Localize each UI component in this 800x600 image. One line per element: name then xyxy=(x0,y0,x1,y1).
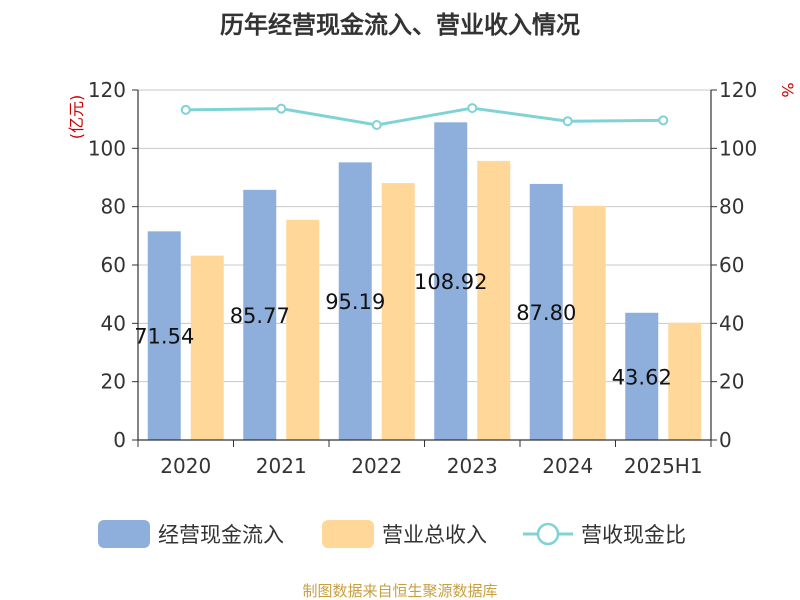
bar-value-label: 95.19 xyxy=(325,290,385,314)
y-right-tick-label: 40 xyxy=(719,311,744,335)
data-labels: 71.54 85.77 95.19 108.92 87.80 43.62 xyxy=(134,270,672,389)
bar-cash-inflow xyxy=(434,122,468,441)
bar-value-label: 108.92 xyxy=(414,270,487,294)
bar-revenue xyxy=(572,205,606,440)
legend-label-revenue: 营业总收入 xyxy=(382,523,487,547)
ratio-point xyxy=(562,116,573,127)
y-left-tick-label: 20 xyxy=(101,370,126,394)
y-right-tick-label: 80 xyxy=(719,195,744,219)
ratio-point xyxy=(658,115,669,126)
x-tick-label: 2021 xyxy=(256,454,307,478)
y-left-tick-label: 40 xyxy=(101,311,126,335)
bar-value-label: 71.54 xyxy=(134,325,194,349)
ratio-line-path xyxy=(185,106,664,127)
legend-label-ratio: 营收现金比 xyxy=(581,523,686,547)
ratio-point xyxy=(180,104,191,115)
x-tick-label: 2023 xyxy=(447,454,498,478)
x-tick-label: 2022 xyxy=(351,454,402,478)
y-right-tick-label: 0 xyxy=(719,428,732,452)
ratio-point xyxy=(276,103,287,114)
source-note: 制图数据来自恒生聚源数据库 xyxy=(302,582,497,600)
y-left-tick-label: 80 xyxy=(101,195,126,219)
bar-cash-inflow xyxy=(147,231,181,440)
bar-revenue xyxy=(477,160,511,440)
bar-revenue xyxy=(190,255,224,440)
legend-swatch-revenue xyxy=(322,520,374,548)
y-right-tick-label: 120 xyxy=(719,78,757,102)
legend-swatch-cash-inflow xyxy=(98,520,150,548)
y-right-unit: % xyxy=(778,82,797,97)
ratio-line xyxy=(180,103,669,130)
y-right-tick-label: 60 xyxy=(719,253,744,277)
bar-cash-inflow xyxy=(529,183,563,440)
bar-cash-inflow xyxy=(625,312,659,440)
y-left-tick-label: 60 xyxy=(101,253,126,277)
y-left-tick-label: 100 xyxy=(88,136,126,160)
legend: 经营现金流入 营业总收入 营收现金比 xyxy=(98,520,686,548)
bar-cash-inflow xyxy=(243,189,277,440)
bar-value-label: 43.62 xyxy=(612,365,672,389)
bar-revenue xyxy=(286,219,320,440)
bar-revenue xyxy=(668,322,702,440)
y-left-tick-label: 120 xyxy=(88,78,126,102)
legend-label-cash-inflow: 经营现金流入 xyxy=(158,523,284,547)
x-tick-label: 2020 xyxy=(160,454,211,478)
y-right-tick-label: 100 xyxy=(719,136,757,160)
bar-value-label: 85.77 xyxy=(230,304,290,328)
x-tick-label: 2024 xyxy=(542,454,593,478)
axes: 0 20 40 60 80 100 120 0 20 40 60 80 100 120 2020 2021 20… xyxy=(88,78,757,478)
y-left-unit: (亿元) xyxy=(67,95,86,140)
bar-value-label: 87.80 xyxy=(516,301,576,325)
ratio-point xyxy=(371,120,382,130)
bar-cash-inflow xyxy=(338,162,372,441)
legend-swatch-ratio-marker xyxy=(536,522,560,546)
ratio-point xyxy=(467,103,478,114)
y-left-tick-label: 0 xyxy=(113,428,126,452)
grid xyxy=(138,89,711,383)
y-right-tick-label: 20 xyxy=(719,370,744,394)
bars xyxy=(147,122,702,441)
x-tick-label: 2025H1 xyxy=(624,454,703,478)
chart-title: 历年经营现金流入、营业收入情况 xyxy=(220,11,580,39)
bar-revenue xyxy=(381,183,415,440)
